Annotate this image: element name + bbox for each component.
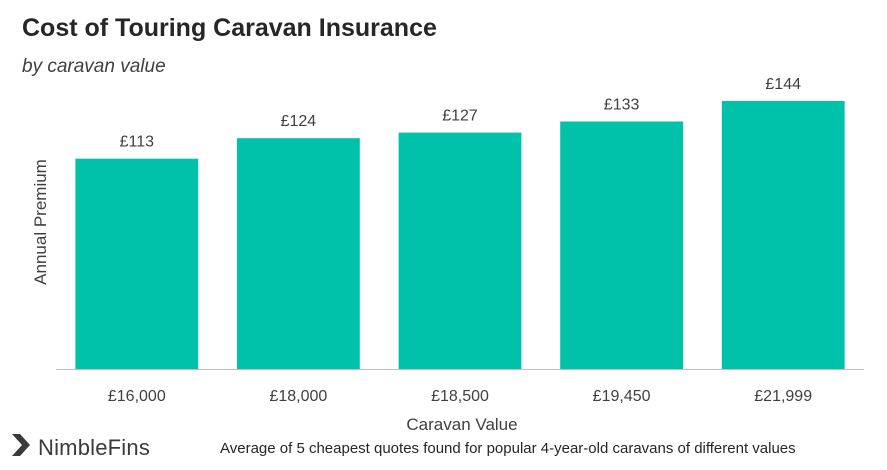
x-axis-title: Caravan Value: [406, 415, 517, 434]
bar-0: [75, 158, 199, 369]
y-axis-title: Annual Premium: [31, 159, 50, 285]
brand-name: NimbleFins: [38, 434, 151, 460]
chart-subtitle: by caravan value: [22, 56, 166, 77]
data-label-4: £144: [765, 76, 801, 93]
x-tick-label-4: £21,999: [754, 388, 812, 405]
data-label-2: £127: [442, 108, 478, 125]
labels-layer: £113 £16,000 £124 £18,000 £127 £18,500 £133 £19…: [108, 76, 812, 405]
x-tick-label-2: £18,500: [431, 388, 489, 405]
data-label-0: £113: [120, 134, 155, 151]
brand-logo: NimbleFins: [10, 432, 150, 463]
x-tick-label-3: £19,450: [593, 388, 651, 405]
data-label-3: £133: [604, 97, 640, 114]
chart-title: Cost of Touring Caravan Insurance: [22, 14, 437, 42]
data-label-1: £124: [281, 113, 317, 130]
x-tick-label-1: £18,000: [269, 388, 327, 405]
bars-layer: [75, 101, 845, 369]
bar-2: [398, 132, 522, 369]
bar-3: [560, 121, 683, 369]
x-tick-label-0: £16,000: [108, 388, 166, 405]
bar-4: [721, 101, 845, 369]
bar-1: [237, 138, 360, 369]
nimblefins-chevron-icon: [10, 432, 32, 463]
footnote: Average of 5 cheapest quotes found for p…: [220, 440, 796, 457]
